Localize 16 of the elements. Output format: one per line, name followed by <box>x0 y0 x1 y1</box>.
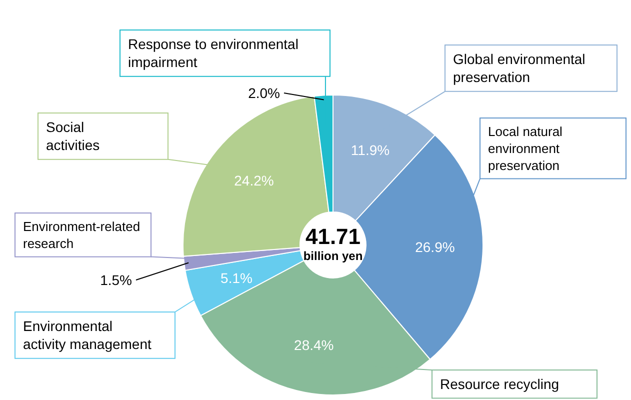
slice-label: Environment-related research <box>23 219 140 251</box>
data-label: 26.9% <box>415 239 455 256</box>
data-label: 11.9% <box>350 142 390 158</box>
data-label: 1.5% <box>100 272 132 288</box>
slice-label: Global environmental preservation <box>453 51 586 86</box>
slice-label: Resource recycling <box>440 376 560 392</box>
slice-label: Environmental activity management <box>23 318 152 352</box>
text: billion yen <box>303 249 363 263</box>
data-label: 5.1% <box>220 270 252 286</box>
slice-label: Social activities <box>46 119 100 154</box>
slice-label: Response to environmental impairment <box>128 36 298 70</box>
text: 41.71 <box>305 224 361 249</box>
data-label: 28.4% <box>294 337 334 354</box>
slice-label: Local natural environment preservation <box>488 124 563 173</box>
data-label: 24.2% <box>234 172 274 188</box>
data-label: 2.0% <box>248 85 280 101</box>
